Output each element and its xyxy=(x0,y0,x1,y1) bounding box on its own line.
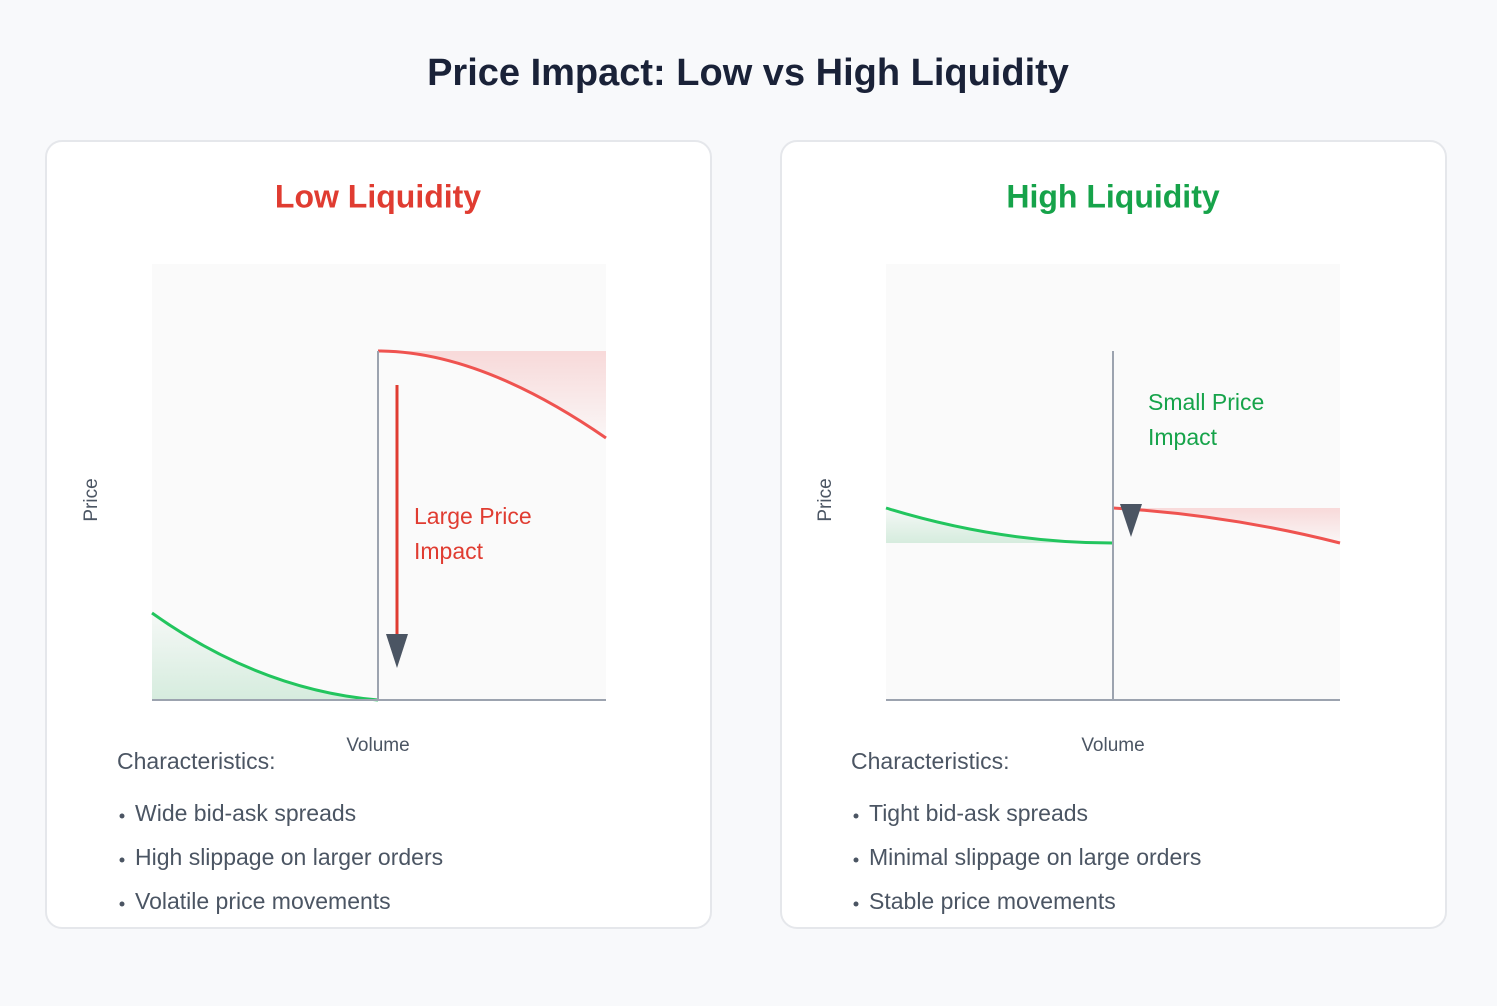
bullet xyxy=(119,901,125,907)
bullet xyxy=(119,813,125,819)
bullet xyxy=(119,857,125,863)
characteristic: Stable price movements xyxy=(869,888,1116,914)
y-axis-label: Price xyxy=(81,478,102,521)
bullet xyxy=(853,813,859,819)
annotation: Impact xyxy=(1148,424,1218,450)
ask-curve xyxy=(1112,506,1341,545)
page-title: Price Impact: Low vs High Liquidity xyxy=(427,52,1069,94)
y-axis-label: Price xyxy=(815,478,836,521)
characteristic: Volatile price movements xyxy=(135,888,391,914)
ask-area xyxy=(378,351,606,438)
characteristic: Minimal slippage on large orders xyxy=(869,844,1201,870)
characteristic: Tight bid-ask spreads xyxy=(869,800,1088,826)
bullet xyxy=(853,857,859,863)
characteristic: Wide bid-ask spreads xyxy=(135,800,356,826)
bid-area xyxy=(886,508,1113,543)
panel-title: High Liquidity xyxy=(1006,178,1220,214)
arrow-head xyxy=(386,634,408,668)
panel-title: Low Liquidity xyxy=(275,178,481,214)
x-axis-label: Volume xyxy=(1081,735,1144,756)
annotation: Small Price xyxy=(1148,389,1264,415)
annotation: Large Price xyxy=(414,503,532,529)
bid-area xyxy=(152,613,378,700)
arrow-head xyxy=(1120,504,1142,537)
bid-curve xyxy=(885,506,1114,545)
characteristics-list: Tight bid-ask spreads Minimal slippage on… xyxy=(853,800,1201,914)
characteristic: High slippage on larger orders xyxy=(135,844,443,870)
annotation: Impact xyxy=(414,538,484,564)
ask-curve xyxy=(377,349,607,440)
characteristics-heading: Characteristics: xyxy=(851,748,1009,774)
characteristics-heading: Characteristics: xyxy=(117,748,275,774)
characteristics-list: Wide bid-ask spreads High slippage on lar… xyxy=(119,800,443,914)
bullet xyxy=(853,901,859,907)
ask-area xyxy=(1113,508,1340,543)
bid-curve xyxy=(151,611,379,702)
x-axis-label: Volume xyxy=(346,735,409,756)
